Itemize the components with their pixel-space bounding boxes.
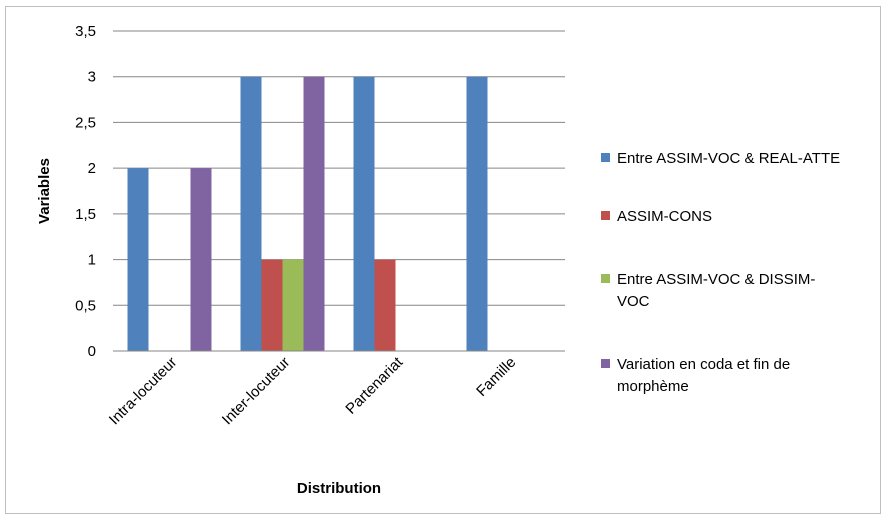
x-axis-ticks: Intra-locuteur Inter-locuteur Partenariat F…: [106, 353, 520, 428]
legend-swatch: [601, 359, 610, 368]
bars: [127, 76, 488, 351]
legend-label: Entre ASSIM-VOC & REAL-ATTE: [617, 150, 840, 167]
bar: [190, 168, 212, 351]
y-tick-label: 0: [88, 343, 96, 360]
legend-swatch: [601, 153, 610, 162]
y-tick-label: 0,5: [75, 297, 96, 314]
x-tick-label: Famille: [473, 354, 519, 400]
bar: [127, 168, 149, 351]
y-tick-label: 2: [88, 160, 96, 177]
bar: [374, 259, 396, 351]
y-tick-label: 2,5: [75, 114, 96, 131]
y-tick-label: 3: [88, 69, 96, 86]
bar: [303, 76, 325, 351]
x-tick-label: Intra-locuteur: [106, 354, 181, 429]
bar: [261, 259, 283, 351]
x-axis-title: Distribution: [297, 480, 381, 497]
gridlines: [113, 30, 565, 306]
legend: Entre ASSIM-VOC & REAL-ATTE ASSIM-CONS Ent…: [601, 150, 840, 395]
bar: [466, 76, 488, 351]
bar: [353, 76, 375, 351]
y-tick-label: 1,5: [75, 206, 96, 223]
bar: [240, 76, 262, 351]
y-tick-label: 1: [88, 252, 96, 269]
bar: [282, 259, 304, 351]
x-tick-label: Inter-locuteur: [219, 354, 294, 429]
y-tick-label: 3,5: [75, 23, 96, 40]
legend-swatch: [601, 211, 610, 220]
y-axis-title: Variables: [36, 158, 53, 224]
legend-label: Variation en coda et fin de morphème: [617, 356, 790, 395]
legend-label: Entre ASSIM-VOC & DISSIM-VOC: [617, 271, 815, 310]
legend-label: ASSIM-CONS: [617, 208, 712, 225]
y-axis-ticks: 0 0,5 1 1,5 2 2,5 3 3,5: [75, 23, 96, 360]
legend-swatch: [601, 274, 610, 283]
x-tick-label: Partenariat: [342, 353, 406, 417]
